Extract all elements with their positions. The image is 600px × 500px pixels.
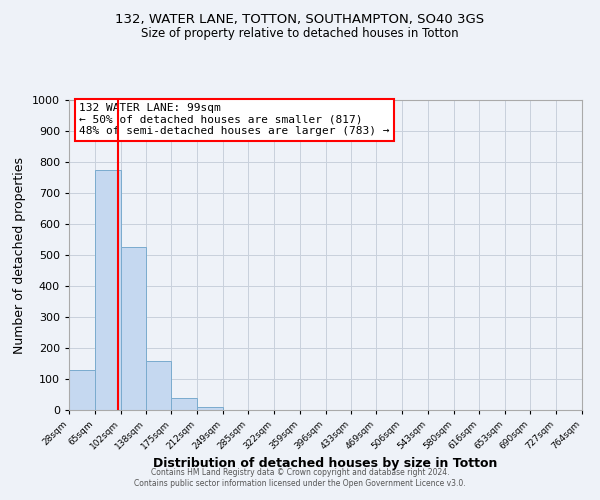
Bar xyxy=(95,170,121,410)
Text: Contains HM Land Registry data © Crown copyright and database right 2024.
Contai: Contains HM Land Registry data © Crown c… xyxy=(134,468,466,487)
Bar xyxy=(172,398,197,410)
Text: 132, WATER LANE, TOTTON, SOUTHAMPTON, SO40 3GS: 132, WATER LANE, TOTTON, SOUTHAMPTON, SO… xyxy=(115,12,485,26)
Text: 132 WATER LANE: 99sqm
← 50% of detached houses are smaller (817)
48% of semi-det: 132 WATER LANE: 99sqm ← 50% of detached … xyxy=(79,103,390,136)
Bar xyxy=(121,247,146,410)
Text: Size of property relative to detached houses in Totton: Size of property relative to detached ho… xyxy=(141,28,459,40)
Bar xyxy=(146,362,172,410)
Y-axis label: Number of detached properties: Number of detached properties xyxy=(13,156,26,354)
Bar xyxy=(197,407,223,410)
Bar xyxy=(69,370,95,410)
X-axis label: Distribution of detached houses by size in Totton: Distribution of detached houses by size … xyxy=(154,456,497,469)
